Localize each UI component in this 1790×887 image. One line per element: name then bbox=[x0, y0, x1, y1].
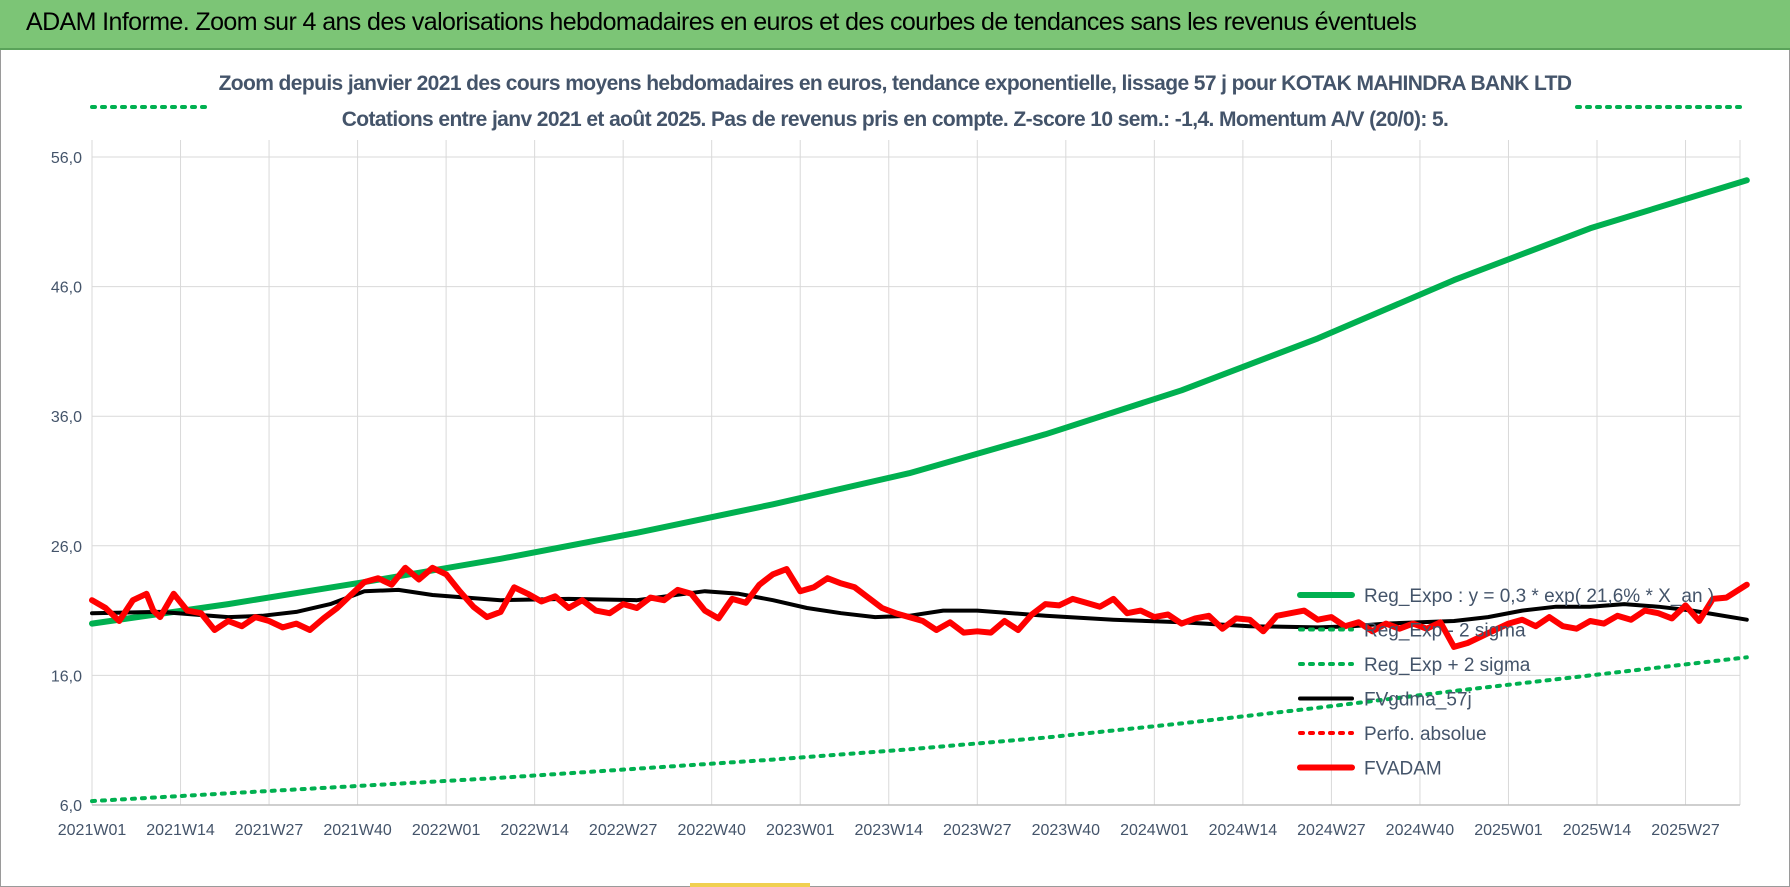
x-tick-label: 2023W14 bbox=[855, 822, 924, 839]
x-tick-label: 2022W40 bbox=[677, 822, 746, 839]
series-line-1 bbox=[90, 655, 1749, 804]
x-tick-label: 2024W27 bbox=[1297, 822, 1366, 839]
y-tick-label: 6,0 bbox=[60, 798, 82, 815]
report-banner: ADAM Informe. Zoom sur 4 ans des valoris… bbox=[0, 0, 1790, 50]
legend-label: FVADAM bbox=[1364, 759, 1442, 780]
legend-label: Reg_Expo : y = 0,3 * exp( 21,6% * X_an ) bbox=[1364, 586, 1714, 607]
y-tick-label: 36,0 bbox=[51, 409, 82, 426]
report-title: ADAM Informe. Zoom sur 4 ans des valoris… bbox=[26, 8, 1417, 36]
x-tick-label: 2024W14 bbox=[1209, 822, 1278, 839]
y-tick-label: 46,0 bbox=[51, 280, 82, 297]
legend-label: FVgdma_57j bbox=[1364, 690, 1472, 711]
chart-subtitle: Cotations entre janv 2021 et août 2025. … bbox=[341, 108, 1449, 131]
y-tick-label: 16,0 bbox=[51, 668, 82, 685]
chart-title: Zoom depuis janvier 2021 des cours moyen… bbox=[218, 72, 1572, 95]
legend-label: Perfo. absolue bbox=[1364, 724, 1487, 745]
x-tick-label: 2022W27 bbox=[589, 822, 658, 839]
x-tick-label: 2021W14 bbox=[146, 822, 215, 839]
x-tick-label: 2023W27 bbox=[943, 822, 1012, 839]
y-tick-label: 26,0 bbox=[51, 539, 82, 556]
legend-label: Reg_Exp - 2 sigma bbox=[1364, 621, 1526, 642]
x-tick-label: 2025W27 bbox=[1651, 822, 1720, 839]
x-tick-label: 2025W01 bbox=[1474, 822, 1543, 839]
x-tick-label: 2023W01 bbox=[766, 822, 835, 839]
x-tick-label: 2023W40 bbox=[1032, 822, 1101, 839]
x-tick-label: 2022W01 bbox=[412, 822, 481, 839]
x-tick-label: 2022W14 bbox=[500, 822, 569, 839]
x-tick-label: 2021W40 bbox=[323, 822, 392, 839]
x-tick-label: 2024W40 bbox=[1386, 822, 1455, 839]
x-tick-label: 2024W01 bbox=[1120, 822, 1189, 839]
bottom-accent bbox=[690, 883, 810, 887]
legend-label: Reg_Exp + 2 sigma bbox=[1364, 655, 1531, 676]
x-tick-label: 2021W01 bbox=[58, 822, 127, 839]
y-tick-label: 56,0 bbox=[51, 150, 82, 167]
series-line-3 bbox=[90, 587, 1749, 630]
series-line-5 bbox=[89, 564, 1750, 650]
x-tick-label: 2025W14 bbox=[1563, 822, 1632, 839]
series-line-0 bbox=[89, 177, 1750, 627]
x-tick-label: 2021W27 bbox=[235, 822, 304, 839]
